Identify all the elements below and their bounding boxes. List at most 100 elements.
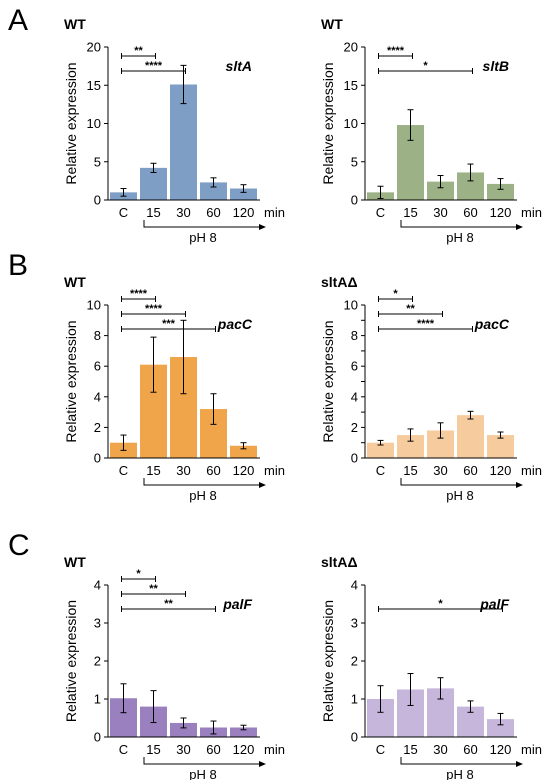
- condition-arrowhead: [516, 482, 523, 488]
- significance-bracket: **: [378, 303, 443, 317]
- strain-label: sltAΔ: [321, 274, 358, 290]
- significance-bracket: **: [121, 583, 186, 597]
- strain-label: WT: [64, 274, 86, 290]
- gene-label: sltA: [226, 58, 252, 74]
- y-tick-label: 0: [94, 193, 101, 208]
- x-tick-label: C: [119, 205, 128, 220]
- error-bar: [467, 700, 474, 713]
- y-tick-label: 8: [351, 328, 358, 343]
- error-bar: [120, 434, 127, 451]
- x-tick-label: 120: [490, 742, 512, 757]
- error-bar: [240, 184, 247, 193]
- error-bar: [150, 336, 157, 393]
- bar: [457, 415, 484, 458]
- error-bar: [497, 712, 504, 726]
- error-bar: [377, 185, 384, 199]
- significance-label: **: [134, 45, 143, 57]
- error-bar: [240, 724, 247, 731]
- gene-label: pacC: [217, 316, 253, 332]
- significance-label: *: [136, 568, 141, 580]
- bar: [487, 183, 514, 200]
- error-bar: [180, 319, 187, 395]
- condition-label: pH 8: [446, 767, 473, 780]
- x-tick-label: 60: [206, 205, 220, 220]
- x-tick-label: 60: [463, 742, 477, 757]
- significance-label: ****: [387, 45, 405, 57]
- significance-bracket: ****: [121, 303, 186, 317]
- y-tick-label: 4: [351, 389, 358, 404]
- chart-pacC-wt: WT pacC 0 2 4 6 8 10 Relative expression C 15 30 60 1…: [63, 274, 285, 503]
- error-bar: [467, 410, 474, 420]
- strain-label: WT: [64, 554, 86, 570]
- significance-label: **: [406, 303, 415, 315]
- gene-label: palF: [222, 596, 252, 612]
- bar: [427, 181, 454, 200]
- y-tick-label: 2: [351, 420, 358, 435]
- condition-arrowhead: [516, 761, 523, 767]
- error-bar: [180, 64, 187, 105]
- y-tick-label: 6: [94, 359, 101, 374]
- y-axis-label: Relative expression: [320, 62, 336, 184]
- x-unit-label: min: [264, 205, 285, 220]
- significance-bracket: *: [121, 568, 156, 582]
- y-tick-label: 4: [94, 578, 101, 593]
- error-bar: [437, 175, 444, 189]
- error-bar: [377, 439, 384, 446]
- significance-label: ***: [162, 318, 176, 330]
- x-tick-label: 120: [233, 463, 255, 478]
- condition-bracket: [143, 478, 262, 486]
- bar: [140, 167, 167, 200]
- x-tick-label: C: [119, 742, 128, 757]
- x-tick-label: 60: [463, 205, 477, 220]
- y-axis-label: Relative expression: [320, 320, 336, 442]
- strain-label: WT: [64, 16, 86, 32]
- bar: [487, 719, 514, 737]
- condition-label: pH 8: [446, 488, 473, 503]
- significance-label: **: [164, 598, 173, 610]
- condition-arrowhead: [259, 482, 266, 488]
- significance-label: ****: [130, 288, 148, 300]
- error-bar: [467, 163, 474, 182]
- bar: [170, 722, 197, 737]
- error-bar: [120, 683, 127, 714]
- y-axis-label: Relative expression: [63, 62, 79, 184]
- error-bar: [497, 178, 504, 190]
- x-unit-label: min: [521, 742, 542, 757]
- y-tick-label: 2: [94, 420, 101, 435]
- significance-bracket: ****: [121, 288, 156, 302]
- y-tick-label: 10: [344, 116, 358, 131]
- x-tick-label: C: [119, 463, 128, 478]
- x-tick-label: 30: [433, 205, 447, 220]
- x-tick-label: 60: [463, 463, 477, 478]
- error-bar: [437, 677, 444, 700]
- significance-bracket: **: [121, 45, 156, 59]
- y-tick-label: 5: [351, 154, 358, 169]
- condition-bracket: [400, 220, 519, 228]
- x-unit-label: min: [264, 742, 285, 757]
- significance-label: ****: [145, 303, 163, 315]
- condition-arrowhead: [259, 224, 266, 230]
- x-tick-label: 30: [176, 463, 190, 478]
- condition-label: pH 8: [189, 488, 216, 503]
- x-tick-label: 120: [490, 205, 512, 220]
- y-tick-label: 10: [87, 116, 101, 131]
- condition-arrowhead: [259, 761, 266, 767]
- strain-label: sltAΔ: [321, 554, 358, 570]
- significance-label: *: [423, 60, 428, 72]
- y-tick-label: 0: [351, 730, 358, 745]
- x-tick-label: 30: [176, 742, 190, 757]
- error-bar: [437, 422, 444, 439]
- x-tick-label: 60: [206, 742, 220, 757]
- gene-label: sltB: [483, 58, 509, 74]
- error-bar: [407, 673, 414, 706]
- condition-arrowhead: [516, 224, 523, 230]
- x-tick-label: C: [376, 205, 385, 220]
- error-bar: [120, 188, 127, 197]
- chart-pacC-right: sltAΔ pacC 0 2 4 6 8 10 Relative expression C 15 30…: [320, 274, 542, 503]
- x-tick-label: 15: [146, 742, 160, 757]
- y-axis-label: Relative expression: [63, 320, 79, 442]
- x-unit-label: min: [264, 463, 285, 478]
- y-tick-label: 8: [94, 328, 101, 343]
- condition-label: pH 8: [189, 230, 216, 245]
- significance-label: *: [438, 598, 443, 610]
